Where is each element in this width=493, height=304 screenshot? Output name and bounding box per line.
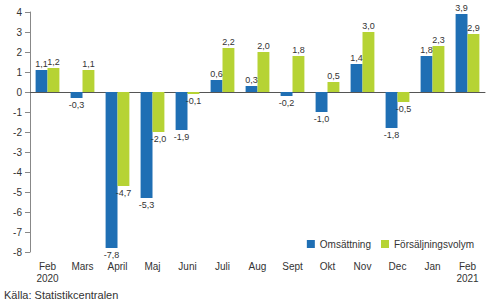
svg-text:-5,3: -5,3 bbox=[139, 200, 155, 210]
svg-text:Omsättning: Omsättning bbox=[320, 239, 371, 250]
svg-text:-2: -2 bbox=[13, 127, 22, 138]
svg-text:1: 1 bbox=[16, 67, 22, 78]
svg-text:2,2: 2,2 bbox=[222, 37, 235, 47]
svg-text:April: April bbox=[107, 261, 127, 272]
svg-text:Nov: Nov bbox=[354, 261, 372, 272]
svg-text:1,8: 1,8 bbox=[292, 45, 305, 55]
svg-text:-3: -3 bbox=[13, 147, 22, 158]
svg-text:-2,0: -2,0 bbox=[151, 134, 167, 144]
svg-text:-0,2: -0,2 bbox=[279, 98, 295, 108]
svg-text:1,1: 1,1 bbox=[35, 59, 48, 69]
svg-text:-8: -8 bbox=[13, 247, 22, 258]
svg-text:1,8: 1,8 bbox=[420, 45, 433, 55]
svg-text:Dec: Dec bbox=[389, 261, 407, 272]
svg-text:2,3: 2,3 bbox=[432, 35, 445, 45]
svg-text:0,3: 0,3 bbox=[245, 75, 258, 85]
svg-text:-1,0: -1,0 bbox=[314, 114, 330, 124]
svg-text:3,0: 3,0 bbox=[362, 21, 375, 31]
svg-text:2021: 2021 bbox=[456, 273, 479, 284]
svg-text:Aug: Aug bbox=[249, 261, 267, 272]
svg-text:1,1: 1,1 bbox=[82, 59, 95, 69]
svg-text:1,4: 1,4 bbox=[350, 53, 363, 63]
svg-text:-0,5: -0,5 bbox=[396, 104, 412, 114]
svg-text:-1: -1 bbox=[13, 107, 22, 118]
svg-text:2,0: 2,0 bbox=[257, 41, 270, 51]
svg-text:2: 2 bbox=[16, 47, 22, 58]
svg-text:3: 3 bbox=[16, 27, 22, 38]
svg-text:0,5: 0,5 bbox=[327, 71, 340, 81]
svg-text:Juni: Juni bbox=[178, 261, 196, 272]
svg-text:Maj: Maj bbox=[144, 261, 160, 272]
svg-text:Feb: Feb bbox=[39, 261, 57, 272]
svg-text:-6: -6 bbox=[13, 207, 22, 218]
svg-text:-7: -7 bbox=[13, 227, 22, 238]
svg-text:Sept: Sept bbox=[282, 261, 303, 272]
svg-text:-4: -4 bbox=[13, 167, 22, 178]
svg-text:-4,7: -4,7 bbox=[116, 188, 132, 198]
svg-text:-0,1: -0,1 bbox=[186, 96, 202, 106]
svg-text:-0,3: -0,3 bbox=[69, 100, 85, 110]
svg-text:-1,8: -1,8 bbox=[384, 130, 400, 140]
svg-text:4: 4 bbox=[16, 7, 22, 18]
svg-text:2020: 2020 bbox=[36, 273, 59, 284]
svg-text:3,9: 3,9 bbox=[455, 3, 468, 13]
svg-text:Jan: Jan bbox=[424, 261, 440, 272]
svg-text:0: 0 bbox=[16, 87, 22, 98]
svg-text:Källa: Statistikcentralen: Källa: Statistikcentralen bbox=[4, 289, 118, 301]
svg-text:-1,9: -1,9 bbox=[174, 132, 190, 142]
svg-text:Juli: Juli bbox=[215, 261, 230, 272]
svg-text:2,9: 2,9 bbox=[467, 23, 480, 33]
svg-text:-7,8: -7,8 bbox=[104, 250, 120, 260]
svg-text:Försäljningsvolym: Försäljningsvolym bbox=[394, 239, 474, 250]
svg-text:Feb: Feb bbox=[459, 261, 477, 272]
svg-text:-5: -5 bbox=[13, 187, 22, 198]
svg-text:1,2: 1,2 bbox=[47, 57, 60, 67]
svg-text:Mars: Mars bbox=[71, 261, 93, 272]
svg-text:0,6: 0,6 bbox=[210, 69, 223, 79]
svg-text:Okt: Okt bbox=[320, 261, 336, 272]
